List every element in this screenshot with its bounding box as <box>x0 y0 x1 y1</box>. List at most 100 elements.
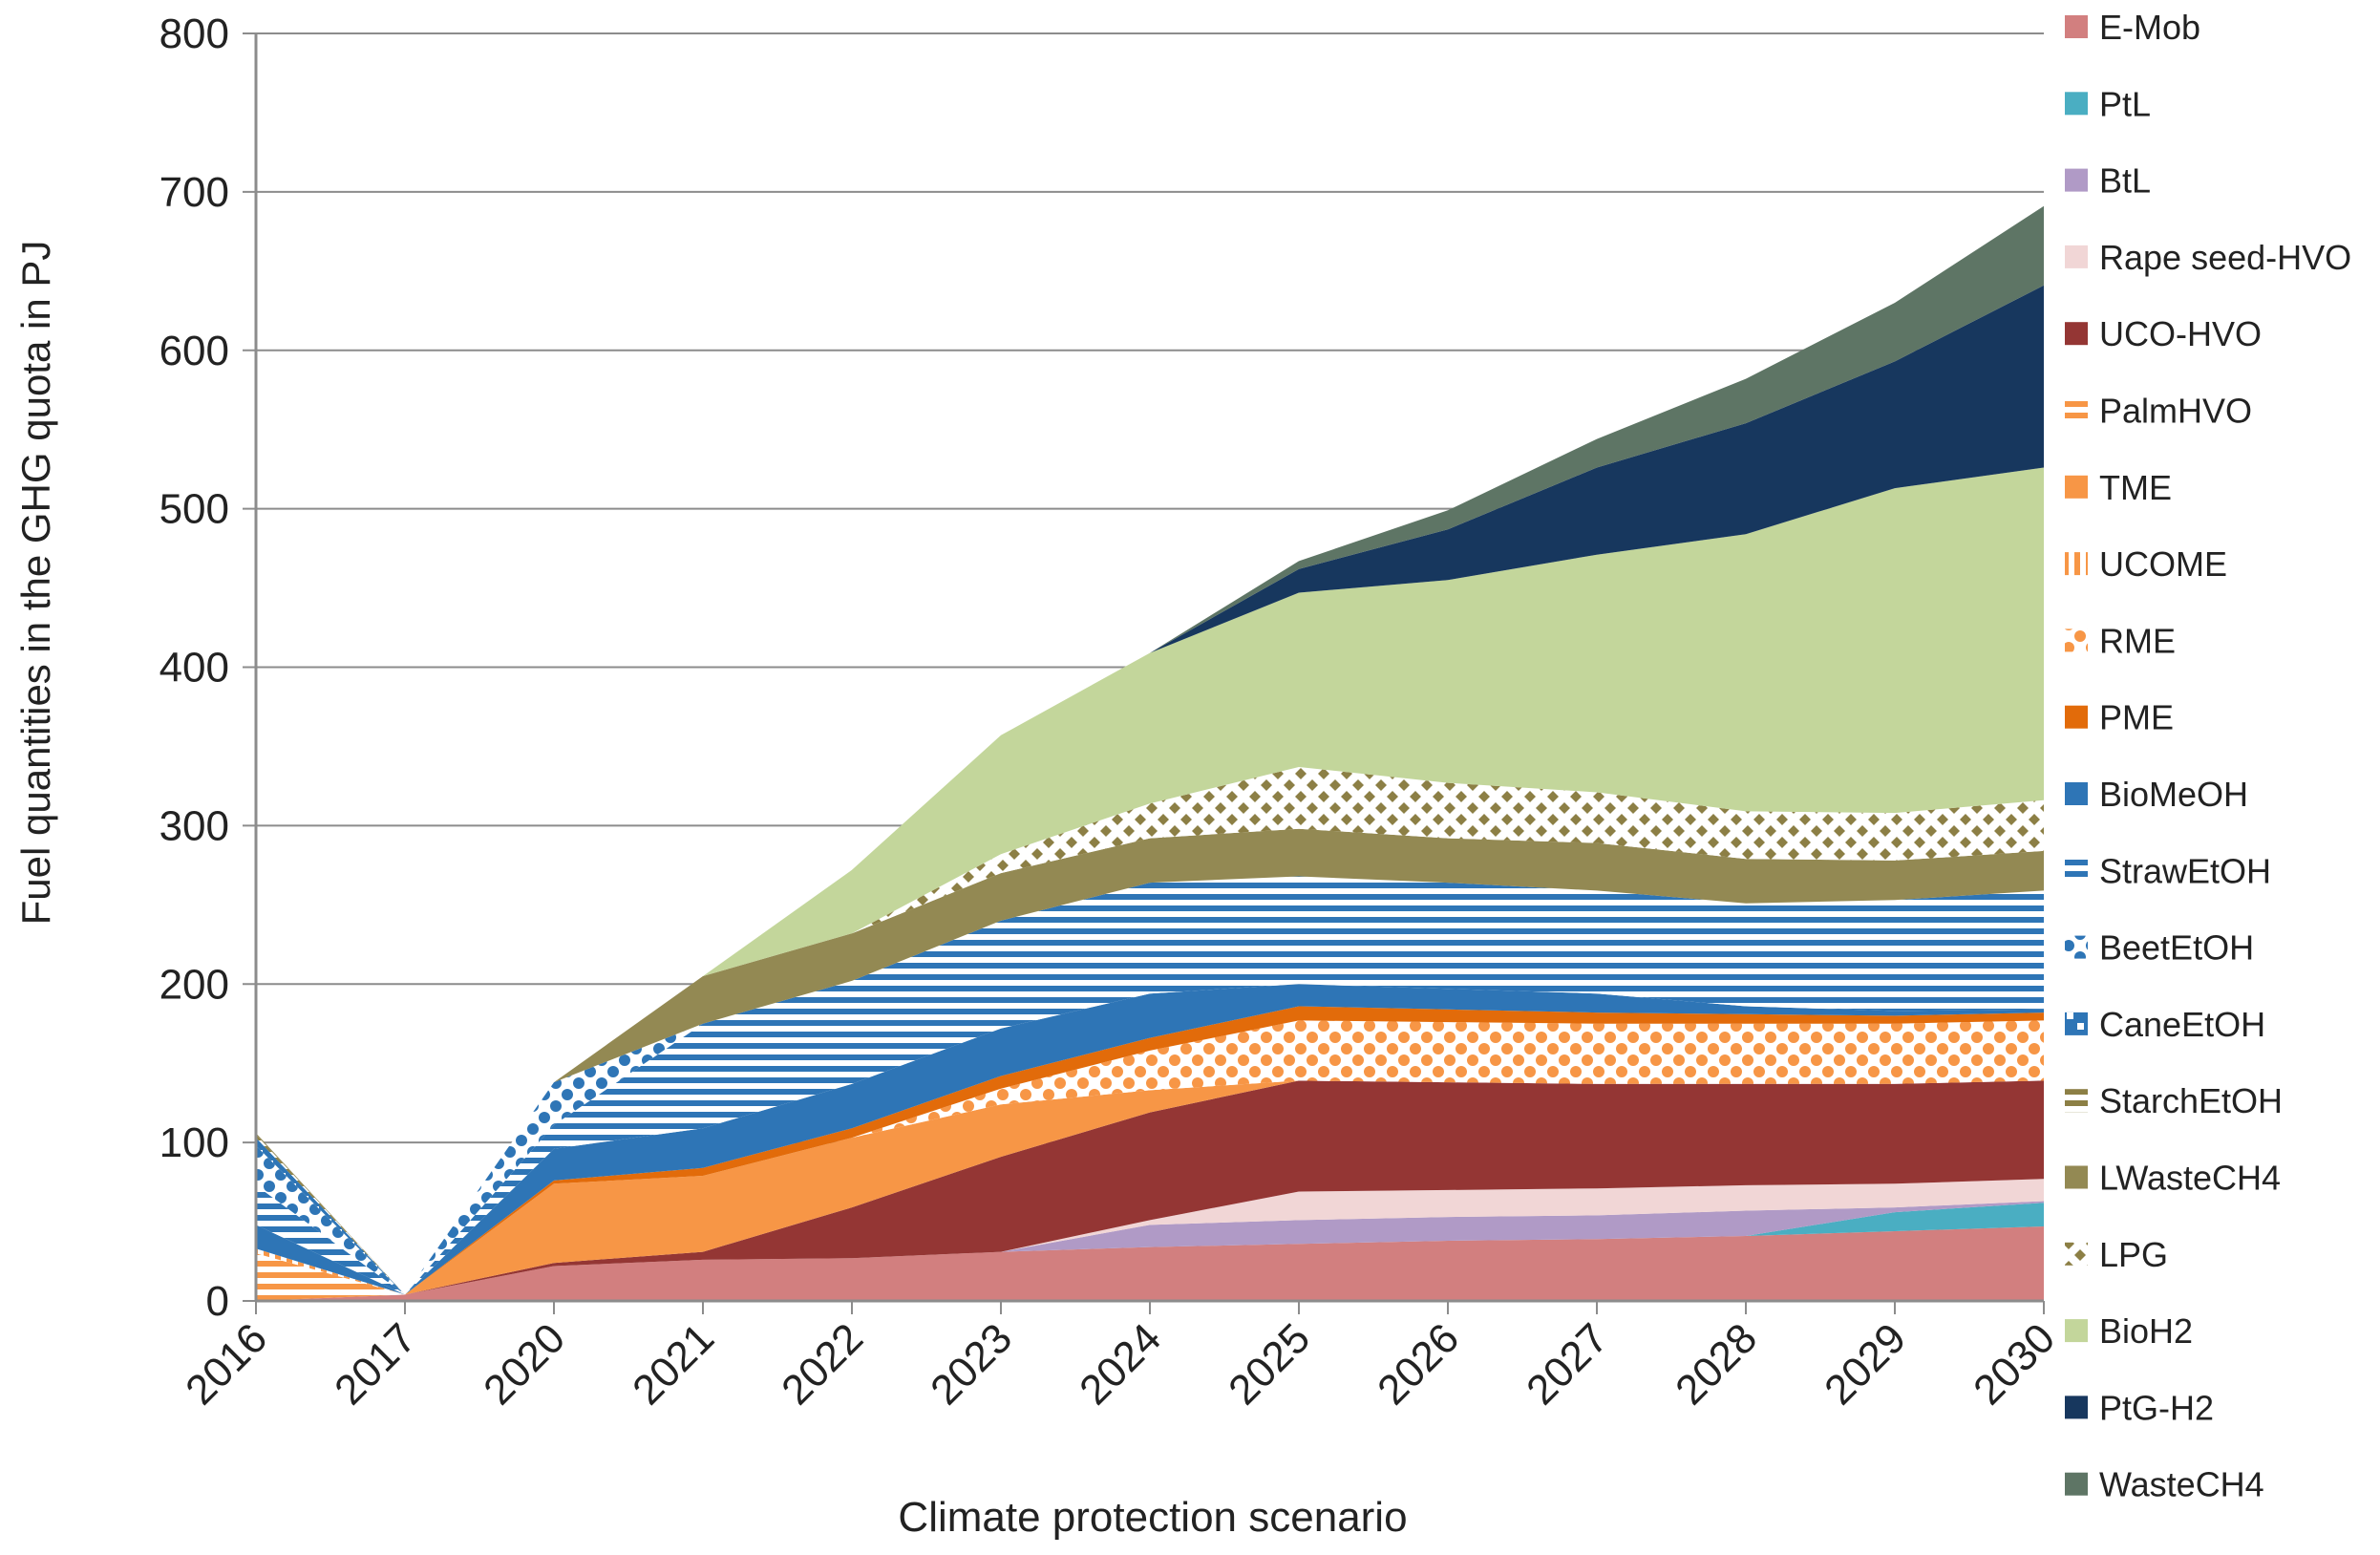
x-tick-labels: 2016 2017 2020 2021 2022 2023 2024 2025 2026 2027… <box>177 1314 2064 1414</box>
x-tick-label: 2021 <box>624 1314 723 1414</box>
area-btl <box>256 467 2044 1295</box>
legend-label: UCOME <box>2099 544 2227 584</box>
legend-label: LPG <box>2099 1235 2168 1274</box>
legend-label: BeetEtOH <box>2099 928 2254 968</box>
x-tick-label: 2016 <box>177 1314 276 1414</box>
y-tick-label: 0 <box>206 1278 229 1325</box>
legend-swatch <box>2065 1395 2088 1419</box>
legend-item-ptg-h2: PtG-H2 <box>2065 1388 2214 1427</box>
legend-label: PalmHVO <box>2099 392 2252 431</box>
legend-label: PtL <box>2099 84 2151 123</box>
legend-label: E-Mob <box>2099 8 2200 47</box>
area-ucome <box>256 876 2044 1295</box>
legend-label: BioH2 <box>2099 1311 2193 1351</box>
legend-label: StarchEtOH <box>2099 1081 2283 1120</box>
legend-label: WasteCH4 <box>2099 1465 2264 1504</box>
x-tick-label: 2022 <box>773 1314 872 1414</box>
x-tick-label: 2029 <box>1816 1314 1915 1414</box>
legend-swatch <box>2065 168 2088 192</box>
legend-label: BtL <box>2099 161 2151 201</box>
legend-swatch <box>2065 398 2088 422</box>
legend-swatch <box>2065 782 2088 805</box>
legend-item-starchetoh: StarchEtOH <box>2065 1081 2283 1120</box>
legend-label: PME <box>2099 698 2174 737</box>
legend-item-ucome: UCOME <box>2065 544 2227 584</box>
legend-swatch <box>2065 1242 2088 1266</box>
legend: E-Mob PtL BtL Rape seed-HVO UCO-HVO PalmHVO TM… <box>2065 8 2351 1504</box>
legend-item-uco-hvo: UCO-HVO <box>2065 314 2262 353</box>
y-tick-label: 200 <box>159 961 229 1008</box>
legend-swatch <box>2065 628 2088 652</box>
legend-swatch <box>2065 245 2088 268</box>
y-tick-label: 800 <box>159 11 229 57</box>
x-tick-label: 2027 <box>1518 1314 1617 1414</box>
legend-label: LWasteCH4 <box>2099 1159 2281 1198</box>
x-tick-label: 2025 <box>1220 1314 1319 1414</box>
area-bioh2 <box>256 1201 2044 1301</box>
area-strawetoh <box>256 1020 2044 1295</box>
legend-item-palmhvo: PalmHVO <box>2065 392 2252 431</box>
area-ptl <box>256 285 2044 1295</box>
x-axis-title: Climate protection scenario <box>898 1494 1407 1541</box>
area-wastech4 <box>256 1226 2044 1301</box>
legend-label: TME <box>2099 468 2172 507</box>
legend-swatch <box>2065 322 2088 346</box>
legend-item-biomeoh: BioMeOH <box>2065 775 2248 814</box>
legend-item-e-mob: E-Mob <box>2065 8 2200 47</box>
area-lpg <box>256 1179 2044 1301</box>
legend-label: BioMeOH <box>2099 775 2248 814</box>
y-tick-label: 300 <box>159 802 229 849</box>
legend-item-ptl: PtL <box>2065 84 2151 123</box>
y-tick-label: 400 <box>159 645 229 692</box>
legend-item-bioh2: BioH2 <box>2065 1311 2193 1351</box>
legend-swatch <box>2065 705 2088 729</box>
legend-swatch <box>2065 15 2088 38</box>
legend-swatch <box>2065 1472 2088 1496</box>
legend-label: StrawEtOH <box>2099 851 2271 890</box>
x-tick-label: 2024 <box>1071 1314 1170 1414</box>
area-lwastech4 <box>256 1080 2044 1301</box>
legend-item-wastech4: WasteCH4 <box>2065 1465 2264 1504</box>
legend-item-strawetoh: StrawEtOH <box>2065 851 2271 890</box>
legend-item-caneetoh: CaneEtOH <box>2065 1005 2265 1044</box>
area-caneetoh <box>256 1080 2044 1295</box>
legend-label: Rape seed-HVO <box>2099 238 2351 277</box>
legend-swatch <box>2065 1319 2088 1343</box>
x-tick-label: 2026 <box>1369 1314 1468 1414</box>
y-tick-label: 500 <box>159 486 229 533</box>
y-tick-labels: 0 100 200 300 400 500 600 700 800 <box>159 11 229 1325</box>
legend-swatch <box>2065 475 2088 499</box>
legend-item-beetetoh: BeetEtOH <box>2065 928 2254 968</box>
legend-item-lpg: LPG <box>2065 1235 2168 1274</box>
legend-swatch <box>2065 552 2088 576</box>
legend-item-rme: RME <box>2065 621 2176 660</box>
y-tick-label: 100 <box>159 1119 229 1166</box>
x-tick-label: 2030 <box>1965 1314 2064 1414</box>
x-tick-label: 2020 <box>475 1314 574 1414</box>
legend-swatch <box>2065 92 2088 116</box>
legend-swatch <box>2065 935 2088 959</box>
legend-item-lwastech4: LWasteCH4 <box>2065 1159 2281 1198</box>
legend-item-tme: TME <box>2065 468 2172 507</box>
axes <box>243 32 2045 1314</box>
area-rme <box>256 876 2044 1295</box>
legend-label: RME <box>2099 621 2176 660</box>
x-tick-label: 2017 <box>326 1314 425 1414</box>
legend-label: CaneEtOH <box>2099 1005 2265 1044</box>
legend-swatch <box>2065 1165 2088 1189</box>
legend-swatch <box>2065 1012 2088 1035</box>
legend-item-btl: BtL <box>2065 161 2151 201</box>
legend-item-rape-seed-hvo: Rape seed-HVO <box>2065 238 2351 277</box>
x-tick-label: 2023 <box>922 1314 1021 1414</box>
y-axis-title: Fuel quantities in the GHG quota in PJ <box>13 241 58 926</box>
legend-item-pme: PME <box>2065 698 2174 737</box>
legend-swatch <box>2065 859 2088 883</box>
area-pme <box>256 984 2044 1295</box>
y-tick-label: 700 <box>159 169 229 216</box>
x-tick-label: 2028 <box>1667 1314 1766 1414</box>
data-areas <box>256 205 2044 1301</box>
area-rape-seed-hvo <box>256 767 2044 1295</box>
legend-label: UCO-HVO <box>2099 314 2262 353</box>
area-uco-hvo <box>256 828 2044 1295</box>
